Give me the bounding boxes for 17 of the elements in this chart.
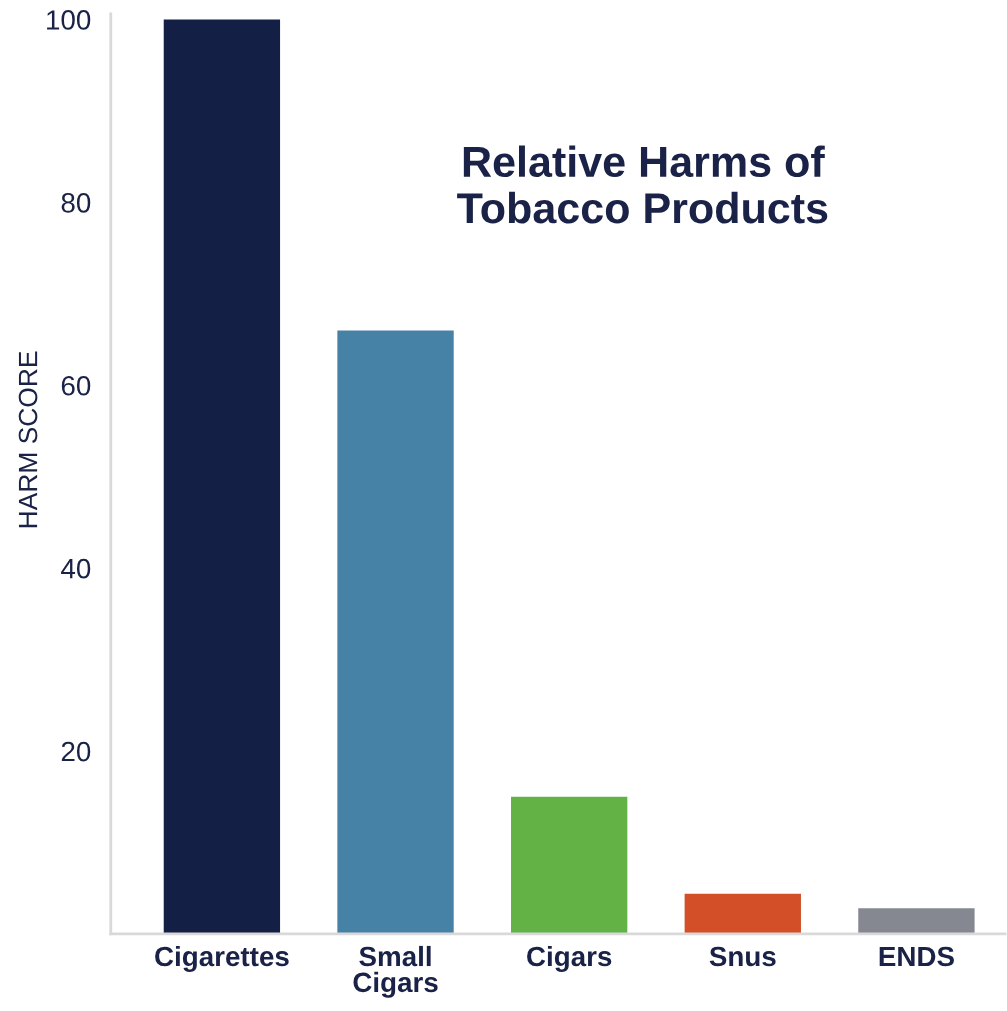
- y-tick-label: 80: [61, 193, 91, 213]
- x-tick-label: Cigars: [527, 945, 612, 972]
- y-tick-label: 100: [47, 10, 91, 30]
- x-tick-label: Small Cigars: [353, 945, 438, 998]
- y-tick-label: 40: [61, 558, 91, 579]
- x-tick-label: Snus: [709, 946, 776, 967]
- bar: [511, 796, 628, 934]
- x-tick-label: ENDS: [879, 946, 954, 967]
- bar: [684, 893, 801, 934]
- bar: [163, 19, 281, 934]
- y-tick-label: 20: [61, 741, 91, 762]
- bar: [337, 330, 454, 934]
- text: Relative Harms of Tobacco Products: [457, 145, 828, 224]
- y-tick-label: 60: [61, 375, 91, 396]
- y-axis-title: HARM SCORE: [18, 351, 38, 528]
- bar: [858, 908, 975, 934]
- x-tick-label: Cigarettes: [155, 945, 289, 972]
